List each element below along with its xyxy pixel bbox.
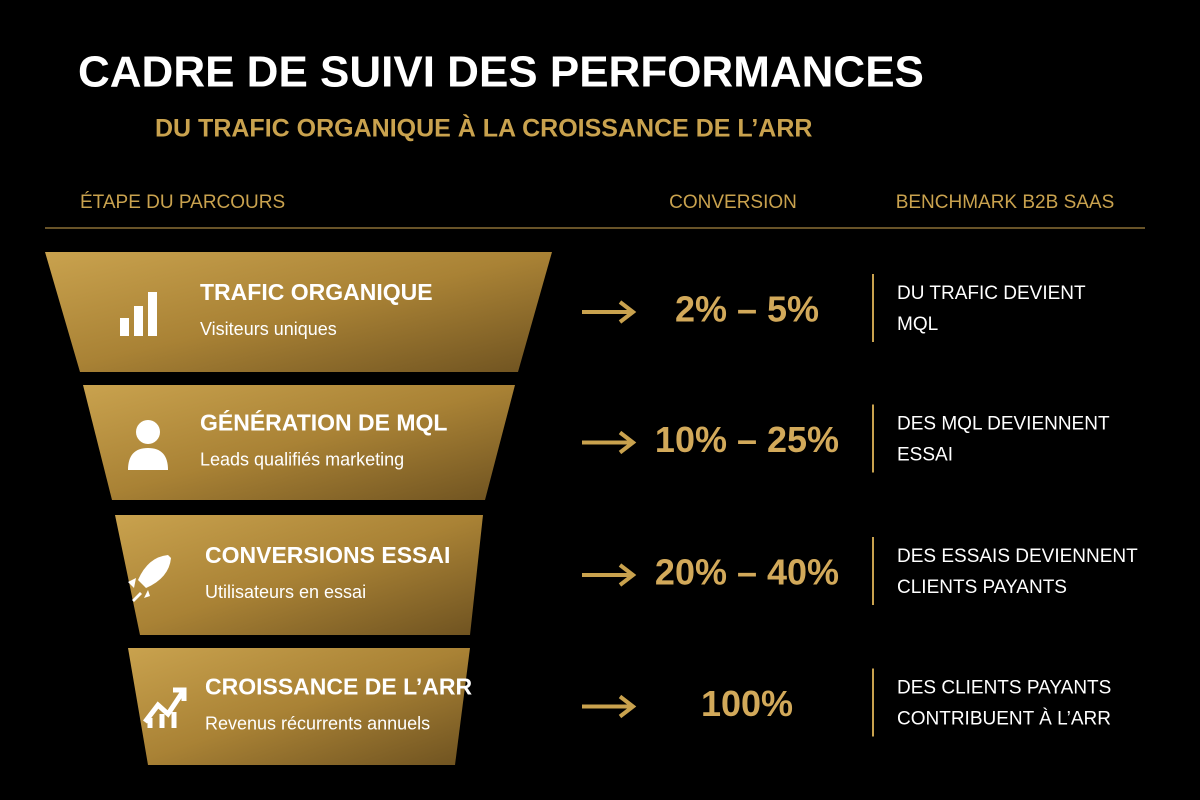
stage-title: CROISSANCE DE L’ARR [205,674,472,700]
stage-subtitle: Revenus récurrents annuels [205,713,430,733]
stage-subtitle: Utilisateurs en essai [205,582,366,602]
benchmark-text: CLIENTS PAYANTS [897,577,1067,598]
arrow-head [618,563,637,587]
icon-bars [120,292,157,336]
conversion-rate: 10% – 25% [655,419,839,460]
funnel-stage [45,252,552,372]
arrow-head [618,694,637,719]
arrow-head [618,300,637,324]
funnel-stage [128,648,470,765]
benchmark-text: DU TRAFIC DEVIENT [897,283,1086,304]
icon-rocket [128,555,171,602]
column-header: ÉTAPE DU PARCOURS [80,192,285,213]
stage-subtitle: Leads qualifiés marketing [200,449,404,469]
stage-subtitle: Visiteurs uniques [200,319,337,339]
benchmark-text: DES ESSAIS DEVIENNENT [897,546,1138,567]
arrow-head [618,430,637,455]
title: CADRE DE SUIVI DES PERFORMANCES [78,48,924,97]
benchmark-text: DES MQL DEVIENNENT [897,414,1110,435]
stages: TRAFIC ORGANIQUE Visiteurs uniques 2% – 5%… [45,252,1138,765]
icon-growth [143,687,187,728]
column-header: CONVERSION [669,192,797,213]
benchmark-text: CONTRIBUENT À L’ARR [897,709,1111,730]
funnel-stage [83,385,515,500]
funnel-stage [115,515,483,635]
benchmark-text: ESSAI [897,445,953,466]
stage-title: TRAFIC ORGANIQUE [200,279,433,305]
conversion-rate: 20% – 40% [655,552,839,593]
column-header: BENCHMARK B2B SAAS [896,192,1115,213]
benchmark-text: MQL [897,314,938,335]
stage-title: CONVERSIONS ESSAI [205,542,450,568]
conversion-rate: 2% – 5% [675,289,819,330]
conversion-rate: 100% [701,683,793,724]
benchmark-text: DES CLIENTS PAYANTS [897,678,1111,699]
icon-user [128,420,168,470]
stage-title: GÉNÉRATION DE MQL [200,409,447,436]
subtitle: DU TRAFIC ORGANIQUE À LA CROISSANCE DE L… [155,114,812,143]
